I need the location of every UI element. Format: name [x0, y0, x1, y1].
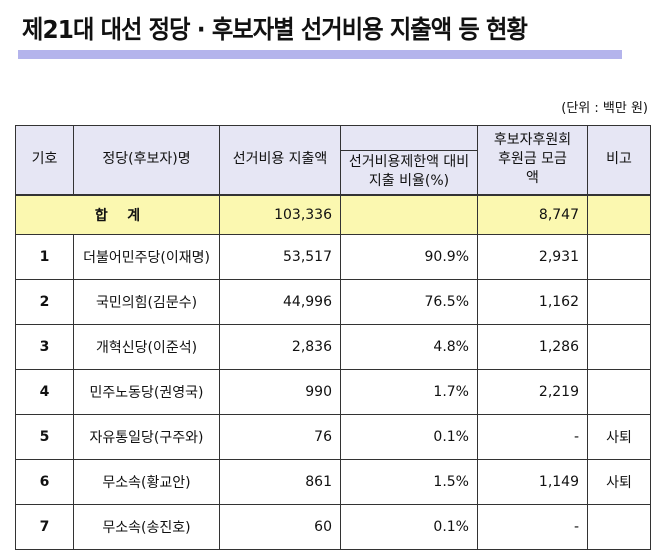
cell-no: 3 — [15, 323, 74, 370]
total-ratio — [340, 194, 478, 235]
cell-expense: 76 — [219, 413, 341, 460]
total-label: 합 계 — [15, 194, 220, 235]
header-note: 비고 — [587, 125, 651, 195]
table-row: 5 자유통일당(구주와) 76 0.1% - 사퇴 — [15, 413, 651, 460]
cell-ratio: 1.5% — [340, 458, 478, 505]
cell-ratio: 0.1% — [340, 503, 478, 550]
cell-no: 6 — [15, 458, 74, 505]
cell-ratio: 90.9% — [340, 233, 478, 280]
header-ratio-spacer — [340, 125, 478, 151]
cell-party: 국민의힘(김문수) — [73, 278, 220, 325]
cell-note — [587, 503, 651, 550]
cell-note — [587, 368, 651, 415]
header-donation: 후보자후원회 후원금 모금액 — [477, 125, 588, 195]
cell-no: 7 — [15, 503, 74, 550]
cell-ratio: 1.7% — [340, 368, 478, 415]
cell-donation: 1,162 — [477, 278, 588, 325]
cell-no: 4 — [15, 368, 74, 415]
cell-donation: 2,219 — [477, 368, 588, 415]
cell-no: 1 — [15, 233, 74, 280]
title-underline — [18, 50, 622, 59]
cell-party: 자유통일당(구주와) — [73, 413, 220, 460]
table-row: 2 국민의힘(김문수) 44,996 76.5% 1,162 — [15, 278, 651, 325]
cell-donation: 2,931 — [477, 233, 588, 280]
total-donation: 8,747 — [477, 194, 588, 235]
expense-table: 기호 정당(후보자)명 선거비용 지출액 후보자후원회 후원금 모금액 비고 선… — [15, 125, 651, 550]
cell-note — [587, 278, 651, 325]
cell-party: 개혁신당(이준석) — [73, 323, 220, 370]
total-note — [587, 194, 651, 235]
cell-expense: 2,836 — [219, 323, 341, 370]
total-row: 합 계 103,336 8,747 — [15, 194, 651, 235]
cell-donation: - — [477, 503, 588, 550]
header-ratio: 선거비용제한액 대비 지출 비율(%) — [340, 150, 478, 195]
header-expense: 선거비용 지출액 — [219, 125, 341, 195]
cell-note — [587, 323, 651, 370]
cell-ratio: 4.8% — [340, 323, 478, 370]
cell-expense: 861 — [219, 458, 341, 505]
cell-expense: 990 — [219, 368, 341, 415]
cell-expense: 53,517 — [219, 233, 341, 280]
total-expense: 103,336 — [219, 194, 341, 235]
cell-ratio: 76.5% — [340, 278, 478, 325]
cell-note: 사퇴 — [587, 413, 651, 460]
cell-party: 더불어민주당(이재명) — [73, 233, 220, 280]
cell-expense: 44,996 — [219, 278, 341, 325]
cell-ratio: 0.1% — [340, 413, 478, 460]
cell-donation: - — [477, 413, 588, 460]
cell-expense: 60 — [219, 503, 341, 550]
cell-donation: 1,149 — [477, 458, 588, 505]
cell-note: 사퇴 — [587, 458, 651, 505]
cell-note — [587, 233, 651, 280]
unit-label: (단위 : 백만 원) — [561, 101, 648, 116]
cell-donation: 1,286 — [477, 323, 588, 370]
table-row: 1 더불어민주당(이재명) 53,517 90.9% 2,931 — [15, 233, 651, 280]
cell-no: 2 — [15, 278, 74, 325]
table-row: 4 민주노동당(권영국) 990 1.7% 2,219 — [15, 368, 651, 415]
page-title: 제21대 대선 정당 · 후보자별 선거비용 지출액 등 현황 — [22, 15, 528, 44]
header-party: 정당(후보자)명 — [73, 125, 220, 195]
cell-no: 5 — [15, 413, 74, 460]
cell-party: 무소속(송진호) — [73, 503, 220, 550]
table-row: 6 무소속(황교안) 861 1.5% 1,149 사퇴 — [15, 458, 651, 505]
table-row: 7 무소속(송진호) 60 0.1% - — [15, 503, 651, 550]
cell-party: 무소속(황교안) — [73, 458, 220, 505]
header-no: 기호 — [15, 125, 74, 195]
cell-party: 민주노동당(권영국) — [73, 368, 220, 415]
table-row: 3 개혁신당(이준석) 2,836 4.8% 1,286 — [15, 323, 651, 370]
